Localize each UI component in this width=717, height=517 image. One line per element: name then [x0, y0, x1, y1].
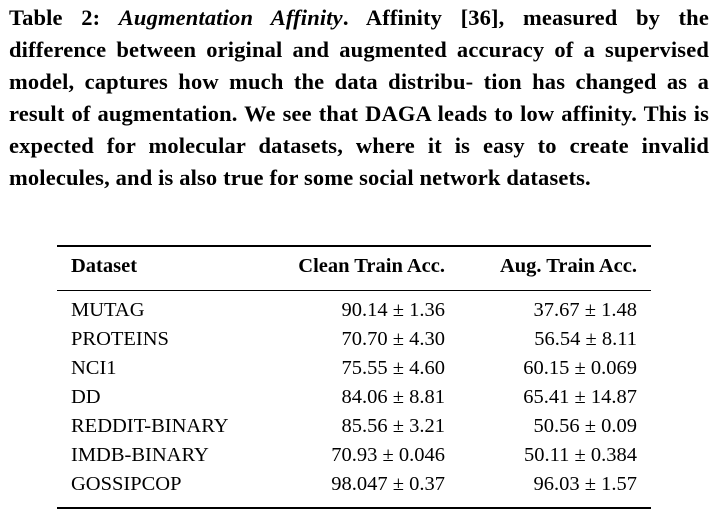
- table-caption: Table 2: Augmentation Affinity. Affinity…: [9, 5, 709, 190]
- clean-acc-cell: 70.70 ± 4.30: [341, 328, 445, 350]
- clean-acc-cell: 85.56 ± 3.21: [341, 415, 445, 437]
- caption-label: Table 2:: [9, 5, 101, 30]
- dataset-cell: MUTAG: [71, 299, 145, 321]
- table-row: NCI1 75.55 ± 4.60 60.15 ± 0.069: [57, 357, 651, 386]
- caption-body: Affinity [36], measured by the differenc…: [9, 5, 709, 190]
- dataset-cell: REDDIT-BINARY: [71, 415, 229, 437]
- header-dataset: Dataset: [71, 255, 138, 277]
- table-row: MUTAG 90.14 ± 1.36 37.67 ± 1.48: [57, 299, 651, 328]
- table-row: GOSSIPCOP 98.047 ± 0.37 96.03 ± 1.57: [57, 473, 651, 502]
- table-header-rule: [57, 290, 651, 291]
- table-bottom-rule: [57, 507, 651, 509]
- dataset-cell: DD: [71, 386, 101, 408]
- dataset-cell: GOSSIPCOP: [71, 473, 182, 495]
- dataset-cell: IMDB-BINARY: [71, 444, 209, 466]
- table-header-row: Dataset Clean Train Acc. Aug. Train Acc.: [57, 255, 651, 284]
- table-row: IMDB-BINARY 70.93 ± 0.046 50.11 ± 0.384: [57, 444, 651, 473]
- aug-acc-cell: 50.11 ± 0.384: [524, 444, 637, 466]
- header-clean-train-acc: Clean Train Acc.: [298, 255, 445, 277]
- table-row: PROTEINS 70.70 ± 4.30 56.54 ± 8.11: [57, 328, 651, 357]
- aug-acc-cell: 60.15 ± 0.069: [523, 357, 637, 379]
- clean-acc-cell: 75.55 ± 4.60: [341, 357, 445, 379]
- header-aug-train-acc: Aug. Train Acc.: [499, 255, 637, 277]
- clean-acc-cell: 84.06 ± 8.81: [341, 386, 445, 408]
- aug-acc-cell: 50.56 ± 0.09: [533, 415, 637, 437]
- table-row: REDDIT-BINARY 85.56 ± 3.21 50.56 ± 0.09: [57, 415, 651, 444]
- clean-acc-cell: 90.14 ± 1.36: [341, 299, 445, 321]
- dataset-cell: NCI1: [71, 357, 117, 379]
- aug-acc-cell: 65.41 ± 14.87: [523, 386, 637, 408]
- aug-acc-cell: 37.67 ± 1.48: [533, 299, 637, 321]
- table-top-rule: [57, 245, 651, 247]
- table-row: DD 84.06 ± 8.81 65.41 ± 14.87: [57, 386, 651, 415]
- clean-acc-cell: 98.047 ± 0.37: [331, 473, 445, 495]
- aug-acc-cell: 96.03 ± 1.57: [533, 473, 637, 495]
- clean-acc-cell: 70.93 ± 0.046: [331, 444, 445, 466]
- aug-acc-cell: 56.54 ± 8.11: [534, 328, 637, 350]
- caption-title: Augmentation Affinity: [118, 5, 343, 30]
- dataset-cell: PROTEINS: [71, 328, 169, 350]
